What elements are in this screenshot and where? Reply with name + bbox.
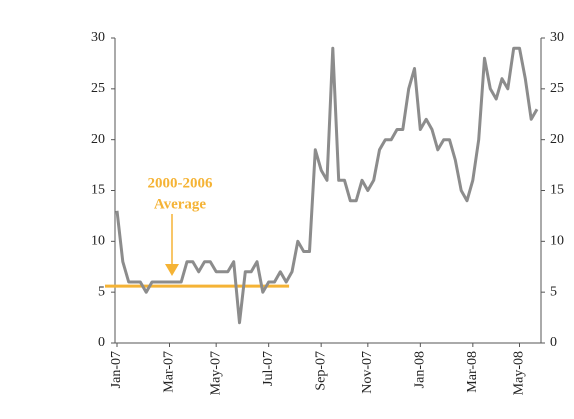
x-tick-label: Jan-07 — [109, 351, 124, 388]
y-tick-label: 30 — [91, 30, 105, 45]
y-tick-label: 25 — [91, 81, 105, 96]
annotation-arrowhead — [165, 264, 179, 276]
x-tick-label: Jan-08 — [413, 351, 428, 388]
y2-tick-label: 25 — [550, 81, 564, 96]
x-tick-label: Sep-07 — [313, 351, 328, 391]
y-tick-label: 0 — [98, 335, 105, 350]
x-tick-label: Nov-07 — [360, 351, 375, 394]
y2-tick-label: 10 — [550, 234, 564, 249]
annotation: 2000-2006 — [148, 175, 213, 191]
y2-tick-label: 20 — [550, 132, 564, 147]
y-tick-label: 20 — [91, 132, 105, 147]
y-tick-label: 10 — [91, 234, 105, 249]
x-tick-label: Jul-07 — [261, 351, 276, 386]
y2-tick-label: 5 — [550, 284, 557, 299]
y-tick-label: 5 — [98, 284, 105, 299]
y-tick-label: 15 — [91, 183, 105, 198]
x-tick-label: May-07 — [208, 351, 223, 395]
y2-tick-label: 15 — [550, 183, 564, 198]
y2-tick-label: 30 — [550, 30, 564, 45]
y2-tick-label: 0 — [550, 335, 557, 350]
x-tick-label: May-08 — [512, 351, 527, 395]
x-tick-label: Mar-07 — [162, 351, 177, 393]
x-tick-label: Mar-08 — [465, 351, 480, 393]
data-line — [115, 46, 539, 325]
annotation: Average — [154, 196, 207, 212]
